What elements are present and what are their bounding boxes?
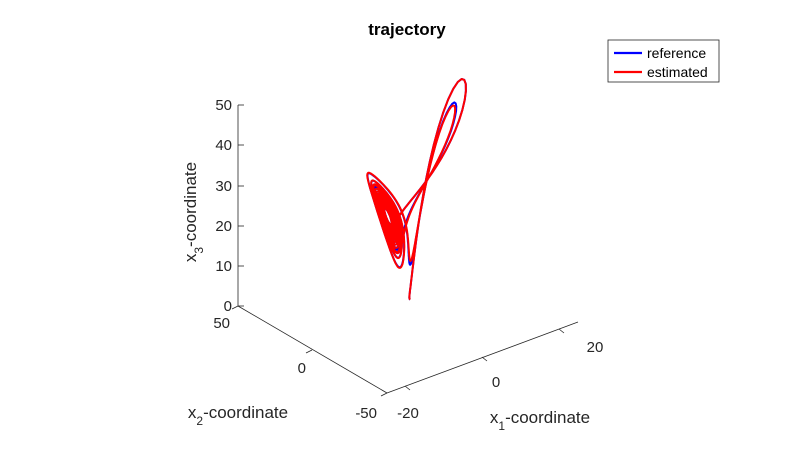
y-axis-label: x2-coordinate xyxy=(188,403,288,428)
x-tick-mark xyxy=(558,328,565,334)
z-tick-label: 10 xyxy=(215,258,232,275)
y-tick-mark xyxy=(380,392,388,397)
legend-box xyxy=(607,39,720,83)
z-tick-label: 40 xyxy=(215,137,232,154)
y-axis-line xyxy=(237,305,388,394)
legend-label-estimated: estimated xyxy=(647,64,708,80)
series-layer xyxy=(366,78,467,301)
x-tick-label: -20 xyxy=(397,405,419,422)
y-tick-label: -50 xyxy=(355,405,377,422)
z-tick-label: 0 xyxy=(224,298,232,315)
x-tick-label: 20 xyxy=(587,339,604,356)
legend-label-reference: reference xyxy=(647,45,706,61)
x-tick-label: 0 xyxy=(492,374,500,391)
z-axis-label: x3-coordinate xyxy=(181,162,206,262)
x-axis-label: x1-coordinate xyxy=(490,408,590,433)
y-tick-label: 50 xyxy=(213,315,230,332)
y-axis-ticks: 50 0 -50 xyxy=(213,305,388,422)
x-tick-mark xyxy=(404,385,411,391)
legend: reference estimated xyxy=(607,39,720,83)
x-axis-ticks: -20 0 20 xyxy=(397,328,604,422)
y-tick-mark xyxy=(231,305,239,310)
z-tick-label: 30 xyxy=(215,178,232,195)
z-tick-label: 20 xyxy=(215,218,232,235)
y-tick-label: 0 xyxy=(298,360,306,377)
chart-title: trajectory xyxy=(368,20,446,39)
x-tick-mark xyxy=(481,356,488,362)
z-axis-ticks: 0 10 20 30 40 50 xyxy=(215,97,244,315)
series-line-estimated xyxy=(366,78,467,301)
y-tick-mark xyxy=(305,349,313,354)
z-tick-label: 50 xyxy=(215,97,232,114)
